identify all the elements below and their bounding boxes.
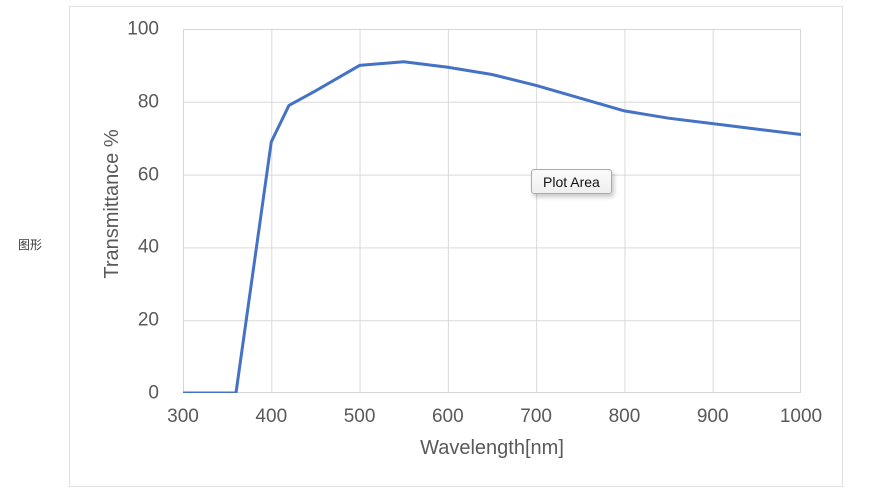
chart-container[interactable]: 0 20 40 60 80 100 300 400 500 600 700 800 900 1000 T… [69, 6, 843, 487]
x-tick-label: 1000 [779, 406, 823, 427]
x-tick-label: 700 [520, 406, 552, 427]
x-tick-label: 500 [343, 406, 376, 427]
plot-area-tooltip: Plot Area [531, 169, 612, 194]
x-tick-label: 900 [696, 406, 729, 427]
y-tick-label: 100 [127, 18, 159, 40]
plot-area-tooltip-label: Plot Area [543, 173, 600, 190]
series-line[interactable] [183, 60, 801, 393]
plot-area[interactable] [183, 29, 801, 393]
x-tick-label: 300 [167, 406, 199, 427]
y-axis-title: Transmittance % [101, 129, 123, 279]
y-tick-label: 80 [137, 91, 159, 113]
x-tick-label: 400 [255, 406, 288, 427]
side-panel-label: 图形 [18, 238, 43, 252]
y-tick-label: 20 [137, 309, 159, 331]
y-tick-label: 40 [137, 236, 159, 258]
plot-border [183, 29, 801, 393]
x-tick-label: 600 [431, 406, 464, 427]
y-tick-label: 60 [137, 164, 159, 186]
y-tick-label: 0 [148, 382, 159, 404]
x-axis-title: Wavelength[nm] [420, 437, 564, 459]
x-tick-label: 800 [608, 406, 641, 427]
